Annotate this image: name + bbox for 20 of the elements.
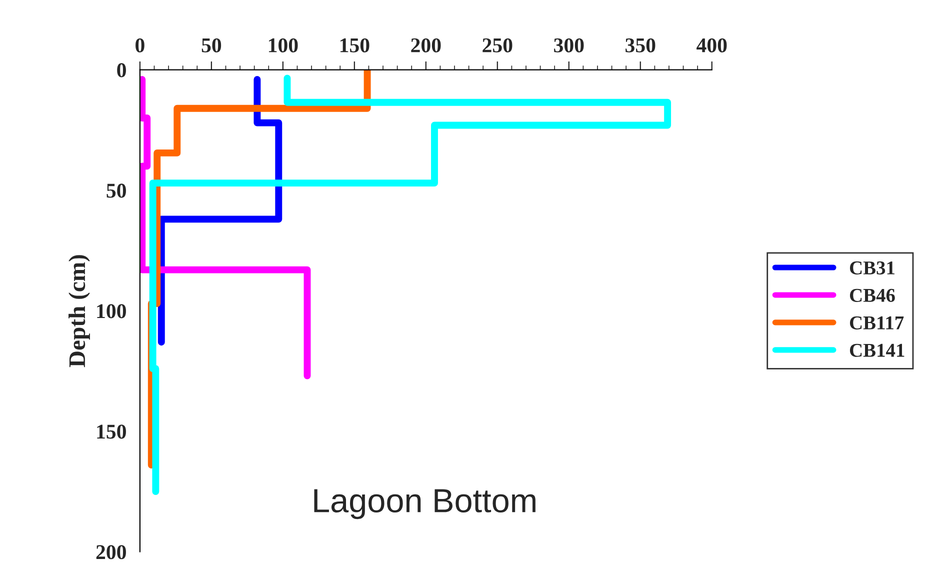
x-tick-label: 250	[482, 38, 512, 52]
y-tick-label: 200	[96, 545, 126, 560]
x-tick-label: 150	[340, 38, 370, 52]
y-tick-label: 100	[97, 304, 126, 318]
annotation: Lagoon Bottom	[314, 489, 536, 520]
legend-label: CB117	[850, 316, 904, 330]
x-tick-label: 300	[554, 38, 584, 52]
x-tick-label: 50	[202, 38, 222, 52]
x-tick-label: 350	[626, 38, 656, 52]
legend-label: CB31	[850, 261, 894, 274]
legend-label: CB46	[850, 288, 895, 302]
y-tick-label: 50	[106, 184, 126, 198]
legend-label: CB141	[850, 344, 904, 357]
x-tick-label: 200	[411, 38, 441, 52]
x-tick-label: 0	[136, 38, 144, 52]
y-tick-label: 150	[97, 424, 126, 439]
y-axis-title: Depth (cm)	[68, 255, 90, 368]
x-tick-label: 400	[696, 38, 727, 52]
y-tick-label: 0	[117, 63, 126, 78]
x-tick-label: 100	[268, 38, 298, 52]
